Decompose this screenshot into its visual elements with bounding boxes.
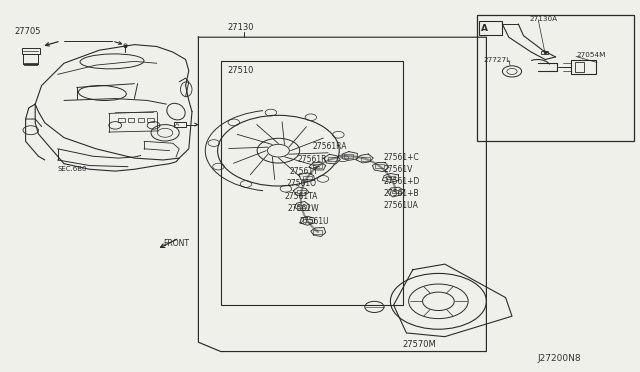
- Bar: [297, 190, 306, 193]
- Text: A: A: [175, 122, 179, 127]
- Bar: [344, 154, 353, 158]
- Text: 27561+B: 27561+B: [384, 189, 420, 198]
- Bar: [297, 205, 306, 208]
- Bar: [138, 118, 144, 122]
- Text: 27570M: 27570M: [403, 340, 436, 349]
- Bar: [23, 54, 38, 64]
- Polygon shape: [300, 216, 315, 225]
- Text: 27561UA: 27561UA: [384, 201, 419, 210]
- Bar: [314, 230, 323, 234]
- Text: 27561+D: 27561+D: [384, 177, 420, 186]
- Text: 27561TA: 27561TA: [285, 192, 318, 201]
- Text: 27561RA: 27561RA: [312, 142, 347, 151]
- Polygon shape: [342, 151, 357, 160]
- Text: 27561R: 27561R: [298, 155, 327, 164]
- Bar: [314, 164, 323, 168]
- Bar: [174, 122, 186, 127]
- Bar: [24, 63, 37, 65]
- Bar: [328, 157, 337, 161]
- Polygon shape: [294, 202, 310, 211]
- Text: 27561V: 27561V: [384, 165, 413, 174]
- Polygon shape: [388, 187, 404, 197]
- Polygon shape: [293, 187, 309, 196]
- Polygon shape: [356, 154, 373, 163]
- Bar: [386, 176, 395, 180]
- Polygon shape: [372, 163, 389, 171]
- Bar: [128, 118, 134, 122]
- Bar: [303, 218, 312, 222]
- Text: SEC.6B0: SEC.6B0: [58, 166, 87, 172]
- Text: 27561W: 27561W: [287, 204, 319, 213]
- Bar: [541, 51, 548, 54]
- Text: FRONT: FRONT: [163, 239, 189, 248]
- Bar: [392, 190, 401, 193]
- Bar: [118, 118, 125, 122]
- Text: 27561O: 27561O: [286, 179, 316, 188]
- Text: 27561+C: 27561+C: [384, 153, 420, 162]
- Bar: [147, 118, 154, 122]
- Bar: [477, 15, 634, 141]
- Bar: [479, 21, 502, 35]
- Text: 27727L: 27727L: [483, 57, 510, 62]
- Polygon shape: [324, 154, 340, 164]
- Bar: [361, 157, 370, 161]
- Bar: [221, 61, 403, 305]
- Polygon shape: [299, 173, 315, 182]
- Polygon shape: [308, 162, 326, 170]
- Text: 27130A: 27130A: [530, 16, 558, 22]
- Text: J27200N8: J27200N8: [538, 355, 581, 363]
- Bar: [375, 164, 384, 168]
- Polygon shape: [311, 228, 326, 237]
- Text: 27054M: 27054M: [576, 52, 605, 58]
- Text: A: A: [481, 24, 488, 33]
- Bar: [575, 62, 584, 72]
- Text: 27510: 27510: [227, 66, 253, 75]
- Text: 27561U: 27561U: [300, 217, 329, 226]
- Bar: [571, 60, 596, 74]
- Text: 27130: 27130: [227, 23, 253, 32]
- Polygon shape: [382, 173, 399, 183]
- Bar: [303, 176, 312, 179]
- Text: 27561T: 27561T: [289, 167, 318, 176]
- Bar: [22, 48, 40, 54]
- Text: 27705: 27705: [14, 27, 40, 36]
